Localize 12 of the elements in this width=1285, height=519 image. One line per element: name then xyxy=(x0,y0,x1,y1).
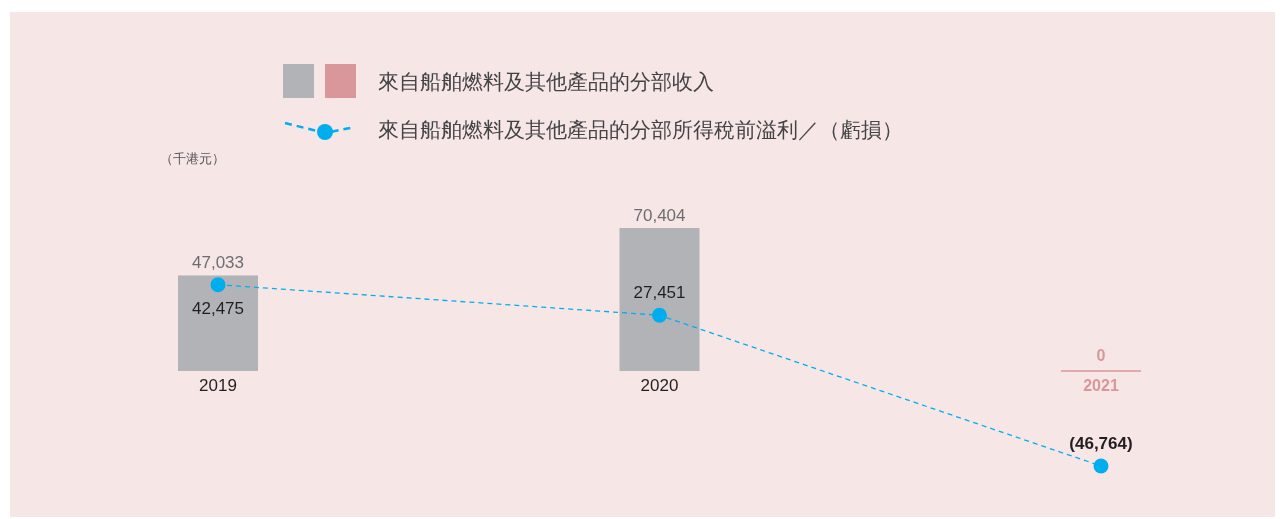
data-label: 47,033 xyxy=(192,253,244,273)
x-tick-label: 2021 xyxy=(1083,377,1119,394)
data-label: 42,475 xyxy=(192,298,244,318)
legend-label: 來自船舶燃料及其他產品的分部所得稅前溢利／（虧損） xyxy=(378,118,903,141)
data-label: 70,404 xyxy=(633,206,686,225)
data-label: (46,764) xyxy=(1069,433,1133,453)
x-tick-label: 2020 xyxy=(640,376,679,395)
data-label: 0 xyxy=(1096,347,1106,364)
x-tick-label: 2019 xyxy=(199,376,237,395)
data-label: 27,451 xyxy=(633,283,686,303)
legend-label: 來自船舶燃料及其他產品的分部收入 xyxy=(378,70,714,93)
y-axis-title: （千港元） xyxy=(160,151,225,166)
